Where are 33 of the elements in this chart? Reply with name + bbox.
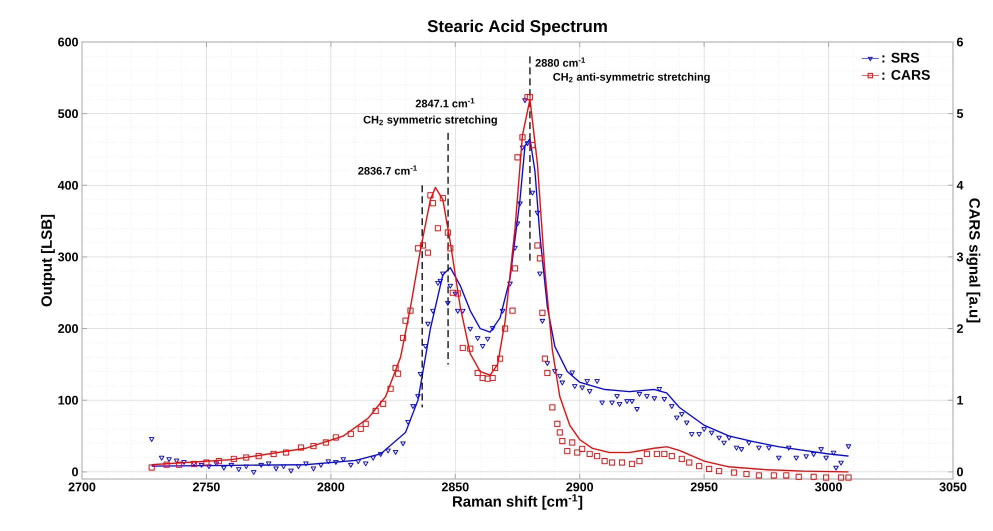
x-axis-title: Raman shift [cm$^{-1}$] (452, 494, 582, 510)
y2-tick-label: 1 (957, 396, 964, 404)
y2-tick-label: 0 (957, 467, 963, 476)
x-tick-label: 2700 (68, 482, 96, 492)
annotation: CH$_{2}$ symmetric stretching (364, 116, 497, 126)
y-tick-label: 0 (72, 467, 78, 476)
x-tick-label: 2950 (690, 482, 718, 492)
ref-line-label: 2880 cm$^{-1}$ (536, 57, 586, 67)
x-tick-label: 3000 (815, 482, 842, 492)
y2-tick-label: 5 (956, 109, 964, 118)
y2-axis-title: CARS signal [a.u] (966, 198, 980, 322)
x-tick-label: 2750 (193, 482, 220, 492)
annotation: CH$_{2}$ anti-symmetric stretching (553, 72, 710, 83)
y-tick-label: 600 (58, 38, 78, 46)
y-tick-label: 500 (58, 109, 78, 118)
legend-label: : CARS (882, 70, 930, 80)
x-tick-label: 2900 (566, 482, 594, 492)
y-tick-label: 300 (58, 252, 78, 262)
ref-line-label: 2847.1 cm$^{-1}$ (416, 98, 474, 108)
ref-line-label: 2836.7 cm$^{-1}$ (358, 165, 417, 175)
y-axis-title: Output [LSB] (40, 214, 55, 306)
chart-title: Stearic Acid Spectrum (428, 20, 607, 36)
y-tick-label: 200 (58, 324, 78, 333)
legend-label: : SRS (882, 52, 920, 63)
y2-tick-label: 6 (956, 38, 963, 46)
y-tick-label: 100 (58, 396, 78, 405)
x-tick-label: 2800 (317, 482, 344, 492)
y-tick-label: 400 (58, 180, 78, 190)
y2-tick-label: 3 (956, 252, 963, 262)
y2-tick-label: 2 (956, 324, 963, 333)
x-tick-label: 2850 (442, 482, 469, 492)
y2-tick-label: 4 (956, 181, 964, 190)
x-tick-label: 3050 (939, 482, 966, 492)
